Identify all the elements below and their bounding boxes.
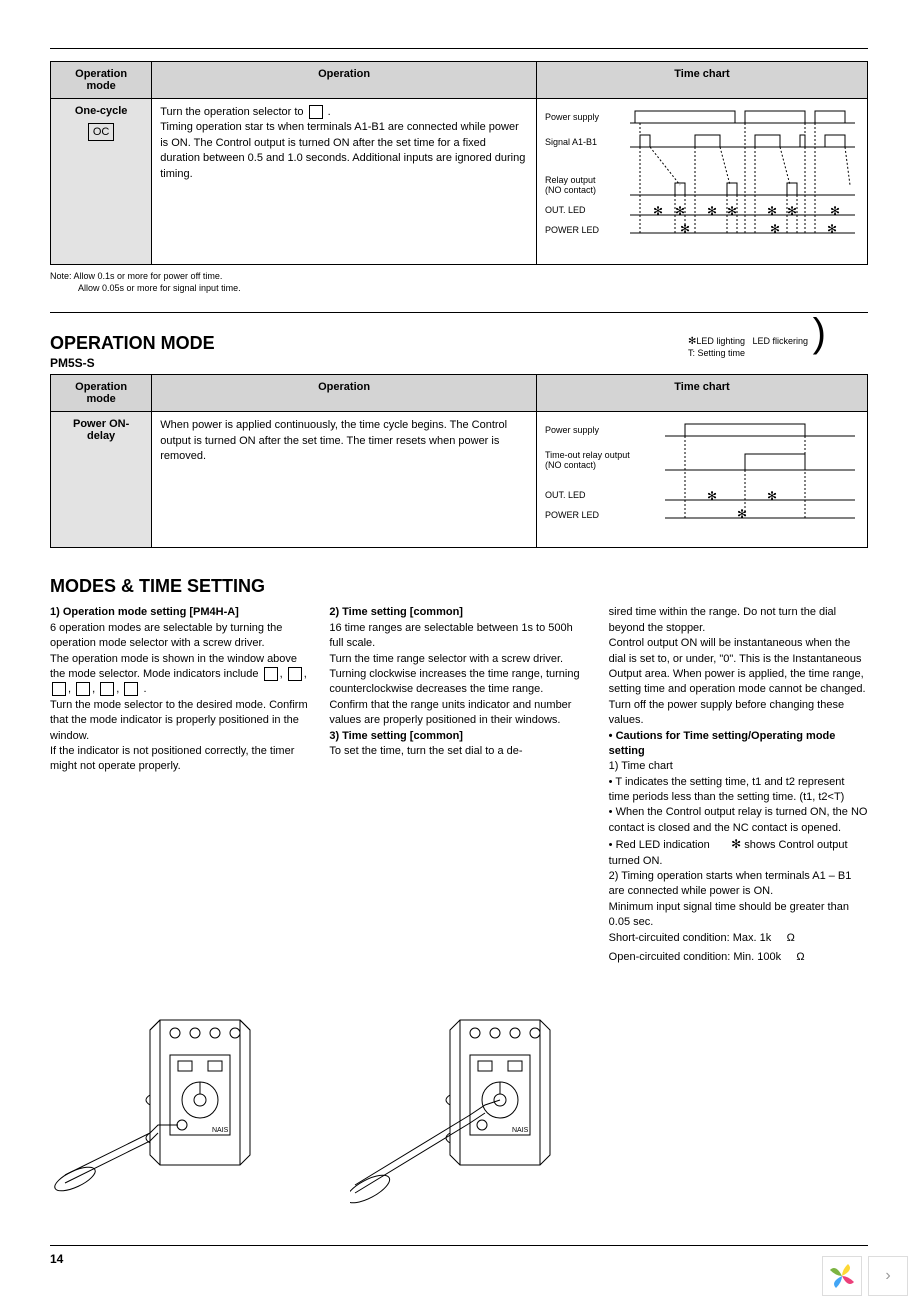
th-operation-2: Operation — [152, 375, 537, 412]
svg-text:✻: ✻ — [675, 204, 685, 218]
mode-indicator-box — [76, 682, 90, 696]
ohm-2: Ω — [796, 951, 804, 963]
col3-body3: 2) Timing operation starts when terminal… — [609, 870, 852, 928]
svg-text:✻: ✻ — [727, 204, 737, 218]
svg-text:Power supply: Power supply — [545, 425, 600, 435]
svg-text:OUT. LED: OUT. LED — [545, 490, 586, 500]
svg-text:✻: ✻ — [653, 204, 663, 218]
svg-text:Relay output: Relay output — [545, 175, 596, 185]
col2-body-b: To set the time, turn the set dial to a … — [329, 745, 522, 757]
col-1: 1) Operation mode setting [PM4H-A] 6 ope… — [50, 605, 309, 965]
ohm-1: Ω — [787, 932, 795, 944]
svg-text:✻: ✻ — [770, 222, 780, 236]
legend-box: ✻LED lighting LED flickering T: Setting … — [688, 335, 808, 360]
mode-indicator-box — [100, 682, 114, 696]
th-chart-2: Time chart — [536, 375, 867, 412]
col2-heading-a: 2) Time setting [common] — [329, 606, 463, 618]
note-line-2: Allow 0.05s or more for signal input tim… — [50, 283, 868, 295]
col2-body-a: 16 time ranges are selectable between 1s… — [329, 622, 579, 726]
note-text: Note: Allow 0.1s or more for power off t… — [50, 271, 868, 294]
page-number: 14 — [50, 1252, 868, 1266]
col3-open: Open-circuited condition: Min. 100k — [609, 951, 781, 963]
svg-text:✻: ✻ — [787, 204, 797, 218]
operation-cell-2: When power is applied continuously, the … — [152, 412, 537, 548]
time-chart-cell-1: Power supply Signal A1-B1 Relay output (… — [536, 99, 867, 265]
mode-indicator-box — [264, 667, 278, 681]
svg-text:OUT. LED: OUT. LED — [545, 205, 586, 215]
col1-body-post: . Turn the mode selector to the desired … — [50, 683, 308, 772]
col2-heading-b: 3) Time setting [common] — [329, 730, 463, 742]
mode-indicator-box — [52, 682, 66, 696]
svg-text:✻: ✻ — [830, 204, 840, 218]
col-3: sired time within the range. Do not turn… — [609, 605, 868, 965]
col1-heading: 1) Operation mode setting [PM4H-A] — [50, 606, 239, 618]
svg-text:POWER LED: POWER LED — [545, 510, 600, 520]
logo-icon — [822, 1256, 862, 1296]
svg-text:(NO contact): (NO contact) — [545, 460, 596, 470]
svg-text:Signal A1-B1: Signal A1-B1 — [545, 137, 597, 147]
col3-body1: sired time within the range. Do not turn… — [609, 606, 866, 726]
svg-text:✻: ✻ — [767, 489, 777, 503]
mode-indicator-box — [288, 667, 302, 681]
col3-short: Short-circuited condition: Max. 1k — [609, 932, 772, 944]
operation-cell: Turn the operation selector to . Timing … — [152, 99, 537, 265]
columns: 1) Operation mode setting [PM4H-A] 6 ope… — [50, 605, 868, 965]
svg-text:Power supply: Power supply — [545, 112, 600, 122]
legend-lighting: LED lighting — [696, 336, 745, 346]
star-icon: ✻ — [731, 837, 741, 851]
svg-text:(NO contact): (NO contact) — [545, 185, 596, 195]
time-chart-cell-2: Power supply Time-out relay output (NO c… — [536, 412, 867, 548]
th-mode-2: Operation mode — [51, 375, 152, 412]
device-drawing-2: NAIS — [350, 985, 610, 1205]
section-title-modes: MODES & TIME SETTING — [50, 576, 868, 597]
mode-code: OC — [88, 123, 115, 141]
timing-chart-1: Power supply Signal A1-B1 Relay output (… — [545, 105, 855, 255]
th-mode: Operation mode — [51, 62, 152, 99]
selector-box-icon — [309, 105, 323, 119]
device-drawing-1: NAIS — [50, 985, 310, 1205]
svg-text:✻: ✻ — [737, 507, 747, 521]
device-drawings: NAIS NAIS — [50, 985, 868, 1205]
operation-table-2: Operation mode Operation Time chart Powe… — [50, 374, 868, 548]
svg-text:NAIS: NAIS — [512, 1127, 529, 1134]
corner-logo: › — [822, 1256, 908, 1296]
mode-cell: One-cycle OC — [51, 99, 152, 265]
next-icon[interactable]: › — [868, 1256, 908, 1296]
operation-table-1: Operation mode Operation Time chart One-… — [50, 61, 868, 265]
svg-text:✻: ✻ — [707, 489, 717, 503]
mode-name: One-cycle — [59, 105, 143, 117]
legend-t: T: Setting time — [688, 348, 745, 358]
mode-indicator-box — [124, 682, 138, 696]
svg-text:✻: ✻ — [827, 222, 837, 236]
svg-text:✻: ✻ — [680, 222, 690, 236]
th-operation: Operation — [152, 62, 537, 99]
mode-cell-2: Power ON-delay — [51, 412, 152, 548]
svg-text:POWER LED: POWER LED — [545, 225, 600, 235]
op-text-pre: Turn the operation selector to — [160, 106, 303, 118]
col-2: 2) Time setting [common] 16 time ranges … — [329, 605, 588, 965]
svg-text:NAIS: NAIS — [212, 1127, 229, 1134]
svg-text:✻: ✻ — [707, 204, 717, 218]
col1-body-pre: 6 operation modes are selectable by turn… — [50, 622, 297, 680]
legend-flickering: LED flickering — [752, 336, 808, 346]
note-line-1: Note: Allow 0.1s or more for power off t… — [50, 271, 868, 283]
svg-text:✻: ✻ — [767, 204, 777, 218]
timing-chart-2: Power supply Time-out relay output (NO c… — [545, 418, 855, 538]
svg-text:Time-out relay output: Time-out relay output — [545, 450, 630, 460]
th-chart: Time chart — [536, 62, 867, 99]
col3-heading: • Cautions for Time setting/Operating mo… — [609, 730, 836, 757]
